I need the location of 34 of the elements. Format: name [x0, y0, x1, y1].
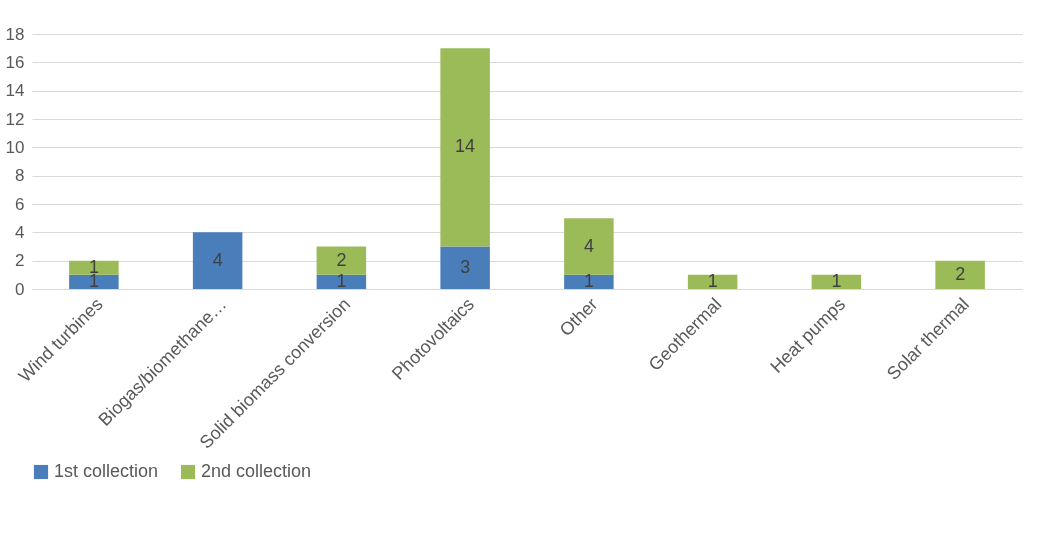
legend-label: 2nd collection — [201, 461, 312, 481]
y-tick-label: 2 — [15, 251, 25, 271]
bar — [564, 274, 614, 289]
y-tick-label: 16 — [5, 52, 25, 72]
y-tick-label: 6 — [15, 194, 25, 214]
data-label: 4 — [212, 249, 223, 270]
data-label: 1 — [831, 270, 842, 291]
bar — [564, 218, 614, 275]
bar — [440, 48, 490, 247]
data-label: 14 — [455, 136, 476, 157]
data-label: 3 — [460, 256, 471, 277]
y-tick-label: 10 — [5, 137, 25, 157]
y-tick-label: 4 — [15, 222, 25, 242]
bar — [69, 274, 119, 289]
bar — [440, 246, 490, 289]
y-tick-label: 12 — [5, 109, 25, 129]
bar — [316, 246, 367, 275]
y-tick-label: 14 — [5, 81, 25, 101]
data-label: 1 — [336, 270, 347, 291]
bar — [316, 274, 367, 289]
data-label: 2 — [336, 249, 347, 270]
y-tick-label: 8 — [15, 166, 25, 186]
legend-label: 1st collection — [54, 461, 159, 481]
data-label: 1 — [707, 270, 718, 291]
y-tick-label: 0 — [15, 279, 25, 299]
bar — [69, 260, 119, 275]
bar — [687, 274, 738, 289]
bar — [811, 274, 862, 289]
bar — [935, 260, 985, 289]
data-label: 4 — [583, 235, 594, 256]
data-label: 1 — [583, 270, 594, 291]
y-tick-label: 18 — [5, 24, 25, 44]
data-label: 2 — [955, 263, 966, 284]
bar — [192, 232, 243, 289]
